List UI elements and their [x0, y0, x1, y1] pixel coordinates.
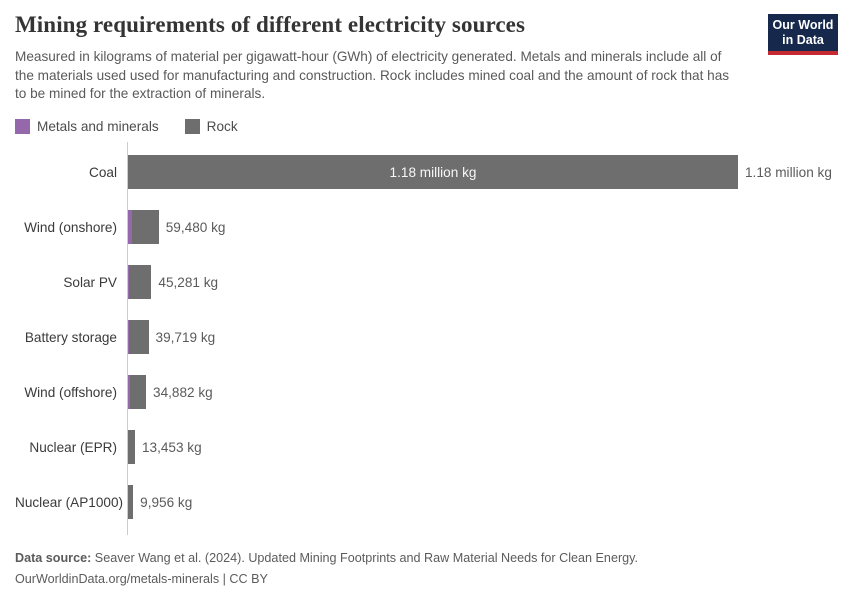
segment-rock[interactable]: [129, 320, 149, 355]
segment-rock[interactable]: [131, 210, 159, 245]
bar-coal[interactable]: [128, 155, 738, 190]
category-label: Wind (onshore): [24, 219, 117, 235]
legend-label: Metals and minerals: [37, 118, 159, 134]
data-source-label: Data source:: [15, 550, 92, 565]
segment-metals[interactable]: [128, 265, 130, 300]
bar-area: 13,453 kg: [127, 430, 838, 465]
segment-metals[interactable]: [128, 210, 132, 245]
bar-wind-onshore[interactable]: [128, 210, 159, 245]
owid-logo: Our World in Data: [768, 14, 838, 55]
bar-area: 1.18 million kg 1.18 million kg: [127, 155, 838, 190]
data-source-text: Seaver Wang et al. (2024). Updated Minin…: [94, 550, 639, 565]
page-title: Mining requirements of different electri…: [15, 12, 526, 37]
y-axis-line: [127, 141, 128, 535]
bar-area: 45,281 kg: [127, 265, 838, 300]
category-label: Coal: [89, 164, 117, 180]
legend-swatch-metals-icon: [15, 118, 30, 134]
segment-metals[interactable]: [128, 375, 130, 410]
bar-row-battery-storage: Battery storage 39,719 kg: [15, 310, 838, 365]
bar-rows: Coal 1.18 million kg 1.18 million kg Wind (…: [15, 145, 838, 530]
value-label: 34,882 kg: [153, 384, 213, 400]
category-label: Battery storage: [24, 329, 117, 345]
bar-nuclear-epr[interactable]: [128, 430, 135, 465]
category-label: Nuclear (AP1000): [15, 494, 124, 510]
bar-chart: Coal 1.18 million kg 1.18 million kg Wind (…: [15, 141, 838, 535]
value-label: 13,453 kg: [141, 439, 202, 455]
bar-area: 59,480 kg: [127, 210, 838, 245]
license-line: OurWorldinData.org/metals-minerals | CC …: [15, 571, 268, 586]
bar-battery-storage[interactable]: [128, 320, 149, 355]
value-label: 39,719 kg: [155, 329, 216, 345]
segment-rock[interactable]: [129, 265, 152, 300]
legend-item-metals-and-minerals[interactable]: Metals and minerals: [15, 118, 159, 134]
category-label: Nuclear (EPR): [29, 439, 117, 455]
legend: Metals and minerals Rock: [15, 118, 838, 134]
category-label: Wind (offshore): [24, 384, 117, 400]
legend-item-rock[interactable]: Rock: [184, 118, 238, 134]
segment-rock[interactable]: [128, 430, 135, 465]
segment-rock[interactable]: [129, 375, 147, 410]
legend-label: Rock: [206, 118, 238, 134]
bar-row-wind-onshore: Wind (onshore) 59,480 kg: [15, 200, 838, 255]
value-label: 59,480 kg: [165, 219, 226, 235]
bar-area: 39,719 kg: [127, 320, 838, 355]
chart-subtitle: Measured in kilograms of material per gi…: [15, 49, 730, 102]
owid-logo-line1: Our World: [772, 18, 834, 32]
bar-area: 34,882 kg: [127, 375, 838, 410]
bar-row-solar-pv: Solar PV 45,281 kg: [15, 255, 838, 310]
owid-logo-line2: in Data: [782, 33, 824, 47]
category-label: Solar PV: [63, 274, 117, 290]
bar-row-coal: Coal 1.18 million kg 1.18 million kg: [15, 145, 838, 200]
bar-area: 9,956 kg: [127, 485, 838, 520]
bar-row-nuclear-epr: Nuclear (EPR) 13,453 kg: [15, 420, 838, 475]
value-label: 9,956 kg: [140, 494, 193, 510]
chart-footer: Data source: Seaver Wang et al. (2024). …: [15, 548, 838, 590]
bar-solar-pv[interactable]: [128, 265, 152, 300]
value-label: 45,281 kg: [158, 274, 219, 290]
segment-rock[interactable]: [128, 155, 738, 190]
bar-row-wind-offshore: Wind (offshore) 34,882 kg: [15, 365, 838, 420]
bar-row-nuclear-ap1000: Nuclear (AP1000) 9,956 kg: [15, 475, 838, 530]
bar-wind-offshore[interactable]: [128, 375, 147, 410]
bar-nuclear-ap1000[interactable]: [128, 485, 134, 520]
legend-swatch-rock-icon: [184, 118, 200, 134]
value-label: 1.18 million kg: [745, 164, 832, 180]
data-source-line: Data source: Seaver Wang et al. (2024). …: [15, 548, 838, 569]
segment-rock[interactable]: [128, 485, 134, 520]
segment-metals[interactable]: [128, 320, 130, 355]
